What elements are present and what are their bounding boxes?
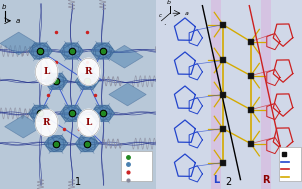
Polygon shape: [5, 115, 42, 138]
Text: c: c: [159, 13, 162, 18]
Text: R: R: [85, 67, 92, 76]
Polygon shape: [29, 105, 52, 121]
Polygon shape: [79, 137, 95, 150]
Text: L: L: [213, 175, 220, 185]
Polygon shape: [95, 107, 110, 120]
Polygon shape: [91, 105, 114, 121]
Polygon shape: [79, 74, 95, 88]
Polygon shape: [95, 44, 110, 58]
Polygon shape: [77, 74, 97, 89]
Circle shape: [35, 109, 58, 136]
Text: b: b: [2, 5, 6, 10]
Polygon shape: [44, 136, 68, 152]
Circle shape: [77, 58, 100, 85]
Bar: [121, 151, 153, 181]
Text: 1: 1: [75, 177, 81, 187]
Text: R: R: [262, 175, 270, 185]
Polygon shape: [106, 45, 143, 68]
Text: 2: 2: [226, 177, 232, 187]
Polygon shape: [44, 73, 68, 89]
Text: R: R: [43, 118, 50, 127]
Polygon shape: [62, 106, 81, 121]
Polygon shape: [64, 44, 79, 58]
Text: .: .: [164, 18, 166, 27]
Polygon shape: [76, 73, 99, 89]
Polygon shape: [31, 106, 50, 121]
Circle shape: [77, 109, 100, 136]
Polygon shape: [33, 44, 48, 58]
Polygon shape: [62, 43, 81, 59]
Polygon shape: [91, 43, 114, 59]
Bar: [211, 0, 221, 189]
Polygon shape: [46, 136, 66, 151]
Text: b: b: [167, 0, 171, 5]
Polygon shape: [33, 107, 48, 120]
Polygon shape: [109, 83, 146, 106]
Circle shape: [35, 58, 58, 85]
Polygon shape: [64, 107, 79, 120]
Text: L: L: [85, 118, 92, 127]
Polygon shape: [93, 106, 112, 121]
Text: L: L: [43, 67, 50, 76]
Polygon shape: [46, 74, 66, 89]
Bar: [278, 147, 300, 181]
Polygon shape: [60, 43, 83, 59]
Bar: [261, 0, 271, 189]
Polygon shape: [48, 137, 64, 150]
Text: a: a: [185, 11, 189, 16]
Polygon shape: [76, 136, 99, 152]
Polygon shape: [31, 43, 50, 59]
Polygon shape: [29, 43, 52, 59]
Text: a: a: [16, 18, 20, 24]
Polygon shape: [77, 136, 97, 151]
Polygon shape: [93, 43, 112, 59]
Polygon shape: [60, 105, 83, 121]
Polygon shape: [48, 74, 64, 88]
Polygon shape: [0, 32, 37, 55]
